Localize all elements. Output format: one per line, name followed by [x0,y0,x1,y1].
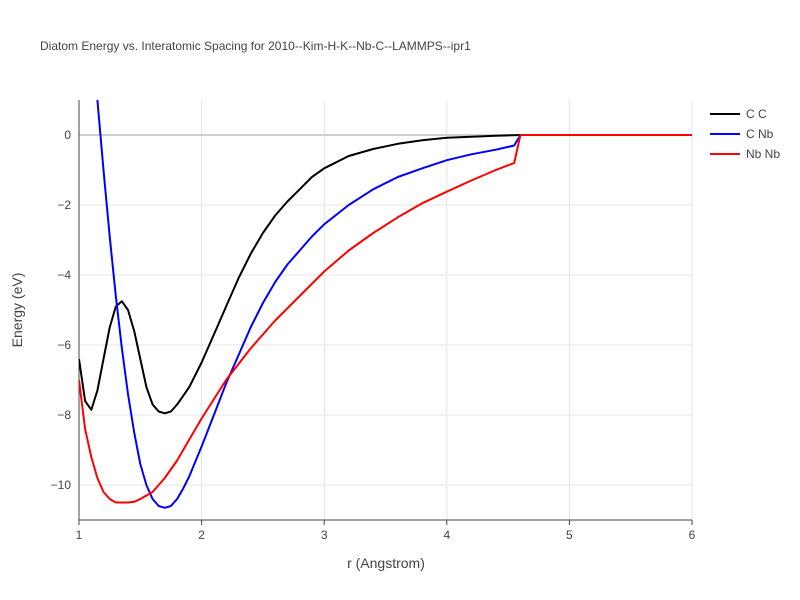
x-tick-label: 3 [321,528,328,542]
legend-label-c-nb[interactable]: C Nb [746,127,774,141]
legend[interactable]: C C C Nb Nb Nb [710,107,780,161]
y-axis-title: Energy (eV) [9,273,25,348]
legend-label-c-c[interactable]: C C [746,107,767,121]
x-tick-label: 1 [76,528,83,542]
y-tick-label: −6 [57,338,71,352]
y-tick-label: −8 [57,408,71,422]
series-line-nb-nb[interactable] [79,134,692,504]
y-tick-label: 0 [64,128,71,142]
x-tick-label: 6 [689,528,696,542]
x-tick-label: 5 [566,528,573,542]
legend-label-nb-nb[interactable]: Nb Nb [746,147,780,161]
grid [79,100,693,520]
series-line-c-c[interactable] [79,134,692,415]
series-group [79,100,692,509]
x-axis-title: r (Angstrom) [347,555,425,571]
axes: 1 2 3 4 5 6 0 −2 −4 −6 −8 −10 [51,100,696,542]
x-tick-label: 2 [198,528,205,542]
x-tick-label: 4 [443,528,450,542]
y-tick-label: −10 [51,478,72,492]
series-line-c-nb[interactable] [96,100,692,509]
y-tick-label: −4 [57,268,71,282]
chart-title: Diatom Energy vs. Interatomic Spacing fo… [40,39,471,53]
y-tick-label: −2 [57,198,71,212]
